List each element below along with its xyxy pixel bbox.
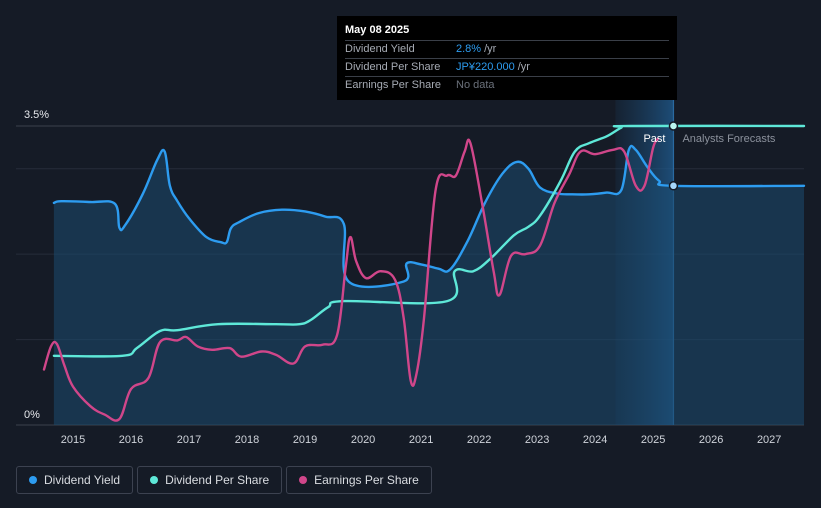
- forecast-region-label: Analysts Forecasts: [682, 133, 775, 145]
- x-tick-label: 2018: [235, 434, 259, 446]
- eps-line: [42, 137, 659, 422]
- tooltip-unit: /yr: [517, 61, 530, 73]
- tooltip-value: No data: [456, 79, 495, 91]
- legend-dot-icon: [299, 476, 308, 484]
- x-tick-label: 2024: [583, 434, 607, 446]
- x-tick-label: 2020: [351, 434, 375, 446]
- tooltip-value: 2.8%: [456, 43, 482, 55]
- x-tick-label: 2017: [177, 434, 201, 446]
- area-layer: [53, 145, 804, 425]
- tooltip-row-dividend-per-share: Dividend Per Share JP¥220.000 /yr: [345, 59, 669, 77]
- yield-area: [53, 145, 804, 425]
- legend-dot-icon: [150, 476, 159, 484]
- legend-label: Earnings Per Share: [314, 473, 419, 487]
- y-tick-label: 0%: [24, 409, 40, 421]
- tooltip-card: May 08 2025 Dividend Yield 2.8% /yr Divi…: [337, 16, 677, 100]
- dps-marker: [668, 121, 679, 131]
- legend-dividend-per-share[interactable]: Dividend Per Share: [137, 466, 283, 494]
- x-tick-label: 2015: [61, 434, 85, 446]
- x-tick-label: 2019: [293, 434, 317, 446]
- chart-legend: Dividend Yield Dividend Per Share Earnin…: [16, 466, 436, 494]
- tooltip-label: Dividend Per Share: [345, 61, 441, 73]
- x-tick-label: 2022: [467, 434, 491, 446]
- label-layer: 2015 2016 2017 2018 2019 2020 2021 2022 2023 2024…: [24, 109, 781, 446]
- legend-label: Dividend Per Share: [165, 473, 270, 487]
- legend-label: Dividend Yield: [44, 473, 121, 487]
- x-tick-label: 2025: [641, 434, 665, 446]
- tooltip-row-dividend-yield: Dividend Yield 2.8% /yr: [345, 41, 669, 59]
- legend-earnings-per-share[interactable]: Earnings Per Share: [286, 466, 432, 494]
- yield-marker: [668, 181, 679, 191]
- x-tick-label: 2023: [525, 434, 549, 446]
- tooltip-label: Dividend Yield: [345, 43, 415, 55]
- tooltip-date: May 08 2025: [345, 20, 669, 41]
- x-tick-label: 2027: [757, 434, 781, 446]
- tooltip-label: Earnings Per Share: [345, 79, 441, 91]
- past-region-label: Past: [643, 133, 665, 145]
- legend-dividend-yield[interactable]: Dividend Yield: [16, 466, 134, 494]
- x-tick-label: 2016: [119, 434, 143, 446]
- yield-line: [52, 144, 806, 289]
- marker-layer: [668, 121, 679, 191]
- line-layer: [42, 124, 806, 422]
- tooltip-value: JP¥220.000: [456, 61, 515, 73]
- x-tick-label: 2026: [699, 434, 723, 446]
- x-tick-label: 2021: [409, 434, 433, 446]
- y-tick-label: 3.5%: [24, 109, 49, 121]
- tooltip-unit: /yr: [484, 43, 497, 55]
- dps-line: [52, 124, 806, 358]
- legend-dot-icon: [29, 476, 37, 484]
- tooltip-row-earnings-per-share: Earnings Per Share No data: [345, 77, 669, 94]
